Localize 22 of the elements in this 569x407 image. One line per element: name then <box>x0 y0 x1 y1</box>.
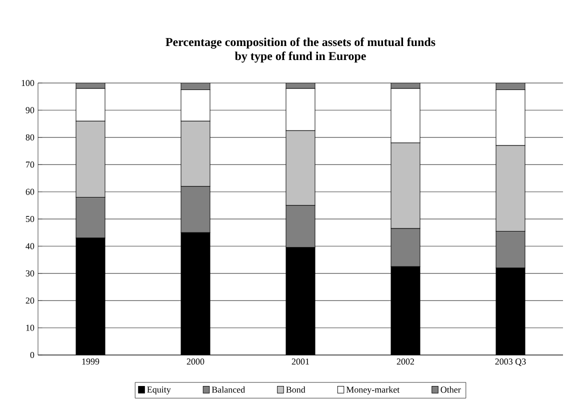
legend-label: Equity <box>147 386 171 394</box>
x-tick-label: 2001 <box>292 358 309 365</box>
legend-label: Money-market <box>346 386 400 395</box>
y-tick-label: 60 <box>26 188 34 195</box>
x-tick-label: 2002 <box>396 358 414 365</box>
legend-label: Balanced <box>212 386 246 393</box>
y-tick-label: 100 <box>22 80 34 86</box>
chart-title: Percentage composition of the assets of mutual funds by type of fund in Europe <box>166 38 436 63</box>
y-tick-label: 10 <box>26 324 34 331</box>
y-tick-label: 90 <box>26 107 34 114</box>
y-tick-label: 30 <box>26 270 34 276</box>
x-tick-label: 2003 Q3 <box>495 358 526 366</box>
y-tick-label: 20 <box>26 298 34 304</box>
x-tick-label: 1999 <box>82 358 100 365</box>
y-tick-label: 80 <box>26 134 34 140</box>
y-tick-label: 50 <box>26 216 34 222</box>
x-tick-label: 2000 <box>186 358 204 365</box>
y-tick-label: 40 <box>26 243 34 250</box>
y-tick-label: 0 <box>30 352 34 358</box>
legend-label: Bond <box>286 386 306 393</box>
y-tick-label: 70 <box>26 162 34 168</box>
legend-label: Other <box>440 386 461 393</box>
